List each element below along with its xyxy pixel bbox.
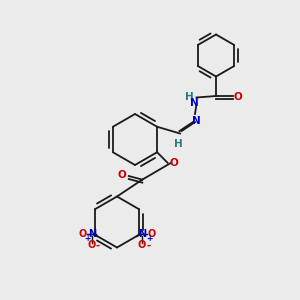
Text: -: - — [147, 240, 151, 250]
Text: N: N — [190, 98, 199, 108]
Text: N: N — [138, 229, 146, 239]
Text: O: O — [79, 229, 87, 239]
Text: H: H — [174, 139, 183, 149]
Text: O: O — [234, 92, 243, 103]
Text: +: + — [84, 234, 91, 243]
Text: -: - — [96, 240, 100, 250]
Text: O: O — [88, 240, 96, 250]
Text: O: O — [138, 240, 146, 250]
Text: O: O — [148, 229, 156, 239]
Text: +: + — [147, 234, 153, 243]
Text: N: N — [192, 116, 201, 126]
Text: O: O — [117, 170, 126, 180]
Text: H: H — [185, 92, 194, 103]
Text: N: N — [88, 229, 96, 239]
Text: O: O — [169, 158, 178, 168]
